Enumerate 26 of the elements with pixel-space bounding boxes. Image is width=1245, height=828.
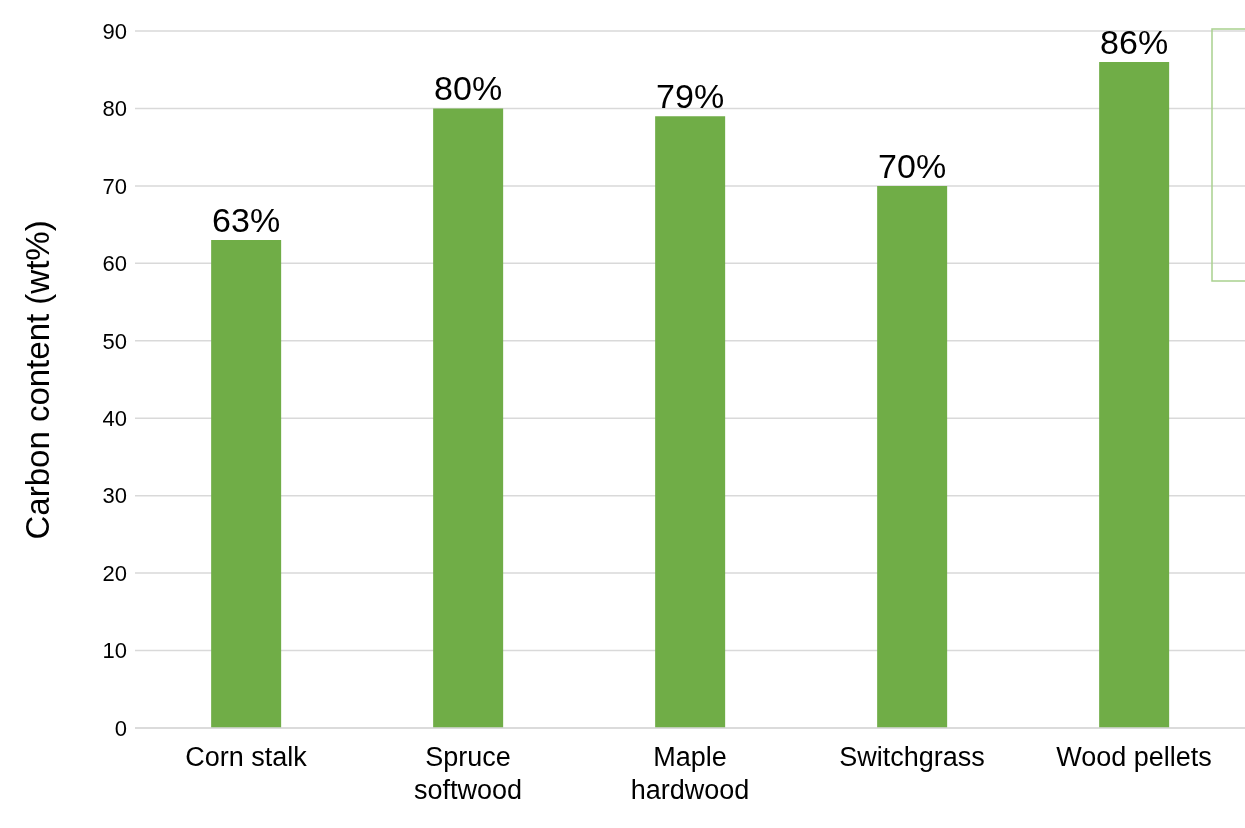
data-label: 80% <box>434 69 503 108</box>
y-axis-title: Carbon content (wt%) <box>18 220 56 540</box>
bar <box>211 240 282 728</box>
y-tick-label: 20 <box>102 560 127 586</box>
bar <box>877 185 948 728</box>
x-tick-label: Maple hardwood <box>630 742 750 805</box>
y-tick-label: 40 <box>102 406 127 432</box>
y-tick-label: 30 <box>102 483 127 509</box>
y-tick-label: 80 <box>102 96 127 122</box>
y-tick-label: 90 <box>102 18 127 44</box>
data-label: 70% <box>878 146 947 185</box>
y-tick-label: 50 <box>102 328 127 354</box>
y-tick-label: 70 <box>102 173 127 199</box>
data-label: 79% <box>656 77 725 116</box>
y-tick-label: 60 <box>102 251 127 277</box>
bar <box>1099 61 1170 728</box>
y-tick-label: 0 <box>114 715 127 741</box>
x-tick-label: Corn stalk <box>185 742 308 772</box>
x-tick-label: Wood pellets <box>1056 742 1212 772</box>
x-tick-label: Spruce softwood <box>413 742 523 805</box>
data-label: 63% <box>212 201 281 240</box>
x-tick-label: Switchgrass <box>839 742 985 772</box>
bar <box>433 108 504 728</box>
y-tick-label: 10 <box>102 638 127 664</box>
data-label: 86% <box>1100 22 1169 61</box>
bar <box>655 116 726 728</box>
